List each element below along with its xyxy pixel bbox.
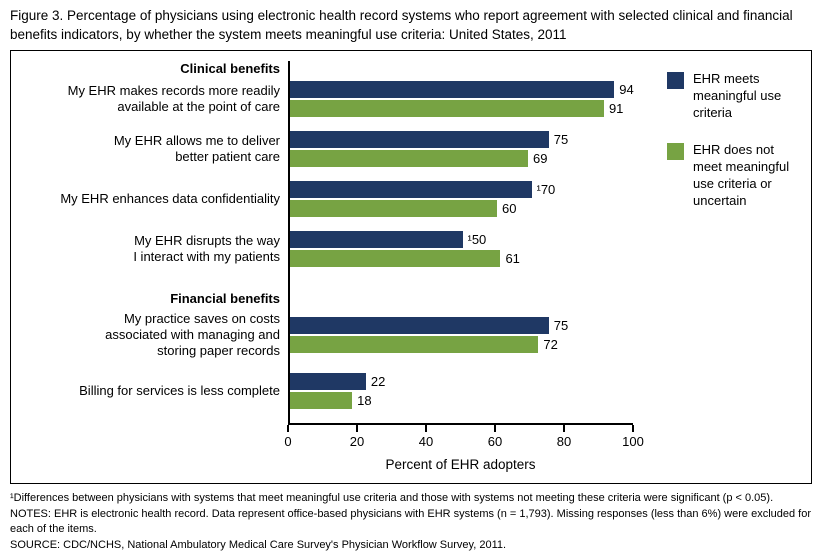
bar-not-meets-criteria: [290, 336, 539, 354]
value-label: 91: [608, 101, 624, 117]
plot-rows: Clinical benefits My EHR makes records mo…: [11, 61, 651, 423]
section-header: Financial benefits: [170, 291, 280, 307]
axis-spacer: [11, 423, 288, 453]
category-label: My EHR allows me to deliver better patie…: [113, 133, 280, 165]
bar-meets-criteria: [290, 372, 366, 390]
category-label: My practice saves on costs associated wi…: [105, 311, 280, 358]
bar-line-meets: ¹70: [290, 181, 635, 199]
value-label: 22: [370, 373, 386, 389]
tick-label: 60: [487, 433, 503, 449]
bar-group: 22 18: [288, 372, 635, 423]
bar-line-meets: 75: [290, 317, 635, 335]
bar-meets-criteria: [290, 131, 549, 149]
bar-line-not-meets: 72: [290, 336, 635, 354]
bar-line-not-meets: 91: [290, 100, 635, 118]
bar-group: ¹70 60: [288, 181, 635, 232]
bar-row: My practice saves on costs associated wi…: [11, 311, 651, 373]
bar-not-meets-criteria: [290, 250, 501, 268]
bar-meets-criteria: [290, 231, 463, 249]
bar-group: 75 69: [288, 131, 635, 182]
bar-not-meets-criteria: [290, 391, 353, 409]
bar-row: My EHR allows me to deliver better patie…: [11, 131, 651, 182]
tick-mark: [494, 424, 496, 432]
chart-panel: Clinical benefits My EHR makes records mo…: [10, 50, 812, 485]
footnote-source: SOURCE: CDC/NCHS, National Ambulatory Me…: [10, 539, 507, 552]
category-label: My EHR disrupts the way I interact with …: [133, 233, 280, 265]
section-header-row: Financial benefits: [11, 281, 651, 312]
value-label: 60: [502, 201, 517, 217]
legend: EHR meets meaningful use criteria EHR do…: [667, 61, 817, 483]
tick-mark: [287, 424, 289, 432]
bar-meets-criteria: [290, 81, 615, 99]
legend-swatch: [667, 72, 684, 90]
plot-area: Clinical benefits My EHR makes records mo…: [11, 61, 651, 483]
x-axis-label-row: Percent of EHR adopters: [11, 453, 651, 472]
baseline-segment: [288, 61, 635, 82]
category-label: My EHR enhances data confidentiality: [60, 191, 280, 207]
bar-row: My EHR disrupts the way I interact with …: [11, 231, 651, 282]
value-label: ¹70: [536, 182, 556, 198]
bar-group: 94 91: [288, 81, 635, 132]
value-label: 18: [357, 392, 372, 408]
tick-label: 100: [622, 433, 644, 449]
bar-not-meets-criteria: [290, 150, 529, 168]
bar-line-not-meets: 18: [290, 391, 635, 409]
footnotes: ¹Differences between physicians with sys…: [10, 491, 812, 553]
tick-mark: [356, 424, 358, 432]
bar-line-meets: 22: [290, 372, 635, 390]
legend-entry-meets: EHR meets meaningful use criteria: [667, 71, 817, 122]
bar-group: 75 72: [288, 311, 635, 373]
bar-group: ¹50 61: [288, 231, 635, 282]
tick-mark: [425, 424, 427, 432]
value-label: 69: [533, 151, 548, 167]
legend-swatch: [667, 142, 684, 160]
baseline-segment: [288, 281, 635, 312]
bar-meets-criteria: [290, 317, 549, 335]
footnote-notes: NOTES: EHR is electronic health record. …: [10, 507, 812, 536]
x-axis-label: Percent of EHR adopters: [385, 456, 536, 472]
tick-mark: [563, 424, 565, 432]
bar-line-meets: 75: [290, 131, 635, 149]
bar-line-meets: 94: [290, 81, 635, 99]
tick-label: 80: [556, 433, 572, 449]
value-label: 72: [543, 337, 558, 353]
tick-label: 0: [284, 433, 292, 449]
legend-entry-not-meets: EHR does not meet meaningful use criteri…: [667, 142, 817, 210]
value-label: 75: [553, 132, 569, 148]
bar-row: Billing for services is less complete 22 1…: [11, 372, 651, 423]
x-axis: 0 20 40 60 80 100: [284, 422, 644, 453]
category-label: Billing for services is less complete: [79, 382, 280, 398]
value-label: 94: [619, 82, 634, 98]
legend-label: EHR does not meet meaningful use criteri…: [693, 141, 790, 208]
bar-not-meets-criteria: [290, 200, 497, 218]
value-label: 75: [553, 318, 569, 334]
bar-row: My EHR makes records more readily availa…: [11, 81, 651, 132]
legend-label: EHR meets meaningful use criteria: [693, 71, 782, 121]
bar-line-meets: ¹50: [290, 231, 635, 249]
figure-title: Figure 3. Percentage of physicians using…: [10, 8, 793, 42]
value-label: ¹50: [467, 232, 487, 248]
section-header: Clinical benefits: [180, 61, 280, 77]
bar-line-not-meets: 61: [290, 250, 635, 268]
bar-not-meets-criteria: [290, 100, 604, 118]
tick-label: 40: [418, 433, 434, 449]
bar-line-not-meets: 69: [290, 150, 635, 168]
tick-mark: [632, 424, 634, 432]
bar-row: My EHR enhances data confidentiality ¹70 6…: [11, 181, 651, 232]
x-axis-row: 0 20 40 60 80 100: [11, 422, 651, 453]
section-header-row: Clinical benefits: [11, 61, 651, 82]
value-label: 61: [505, 251, 520, 267]
tick-label: 20: [349, 433, 365, 449]
footnote-significance: ¹Differences between physicians with sys…: [10, 492, 774, 505]
bar-meets-criteria: [290, 181, 532, 199]
bar-line-not-meets: 60: [290, 200, 635, 218]
category-label: My EHR makes records more readily availa…: [67, 83, 280, 115]
